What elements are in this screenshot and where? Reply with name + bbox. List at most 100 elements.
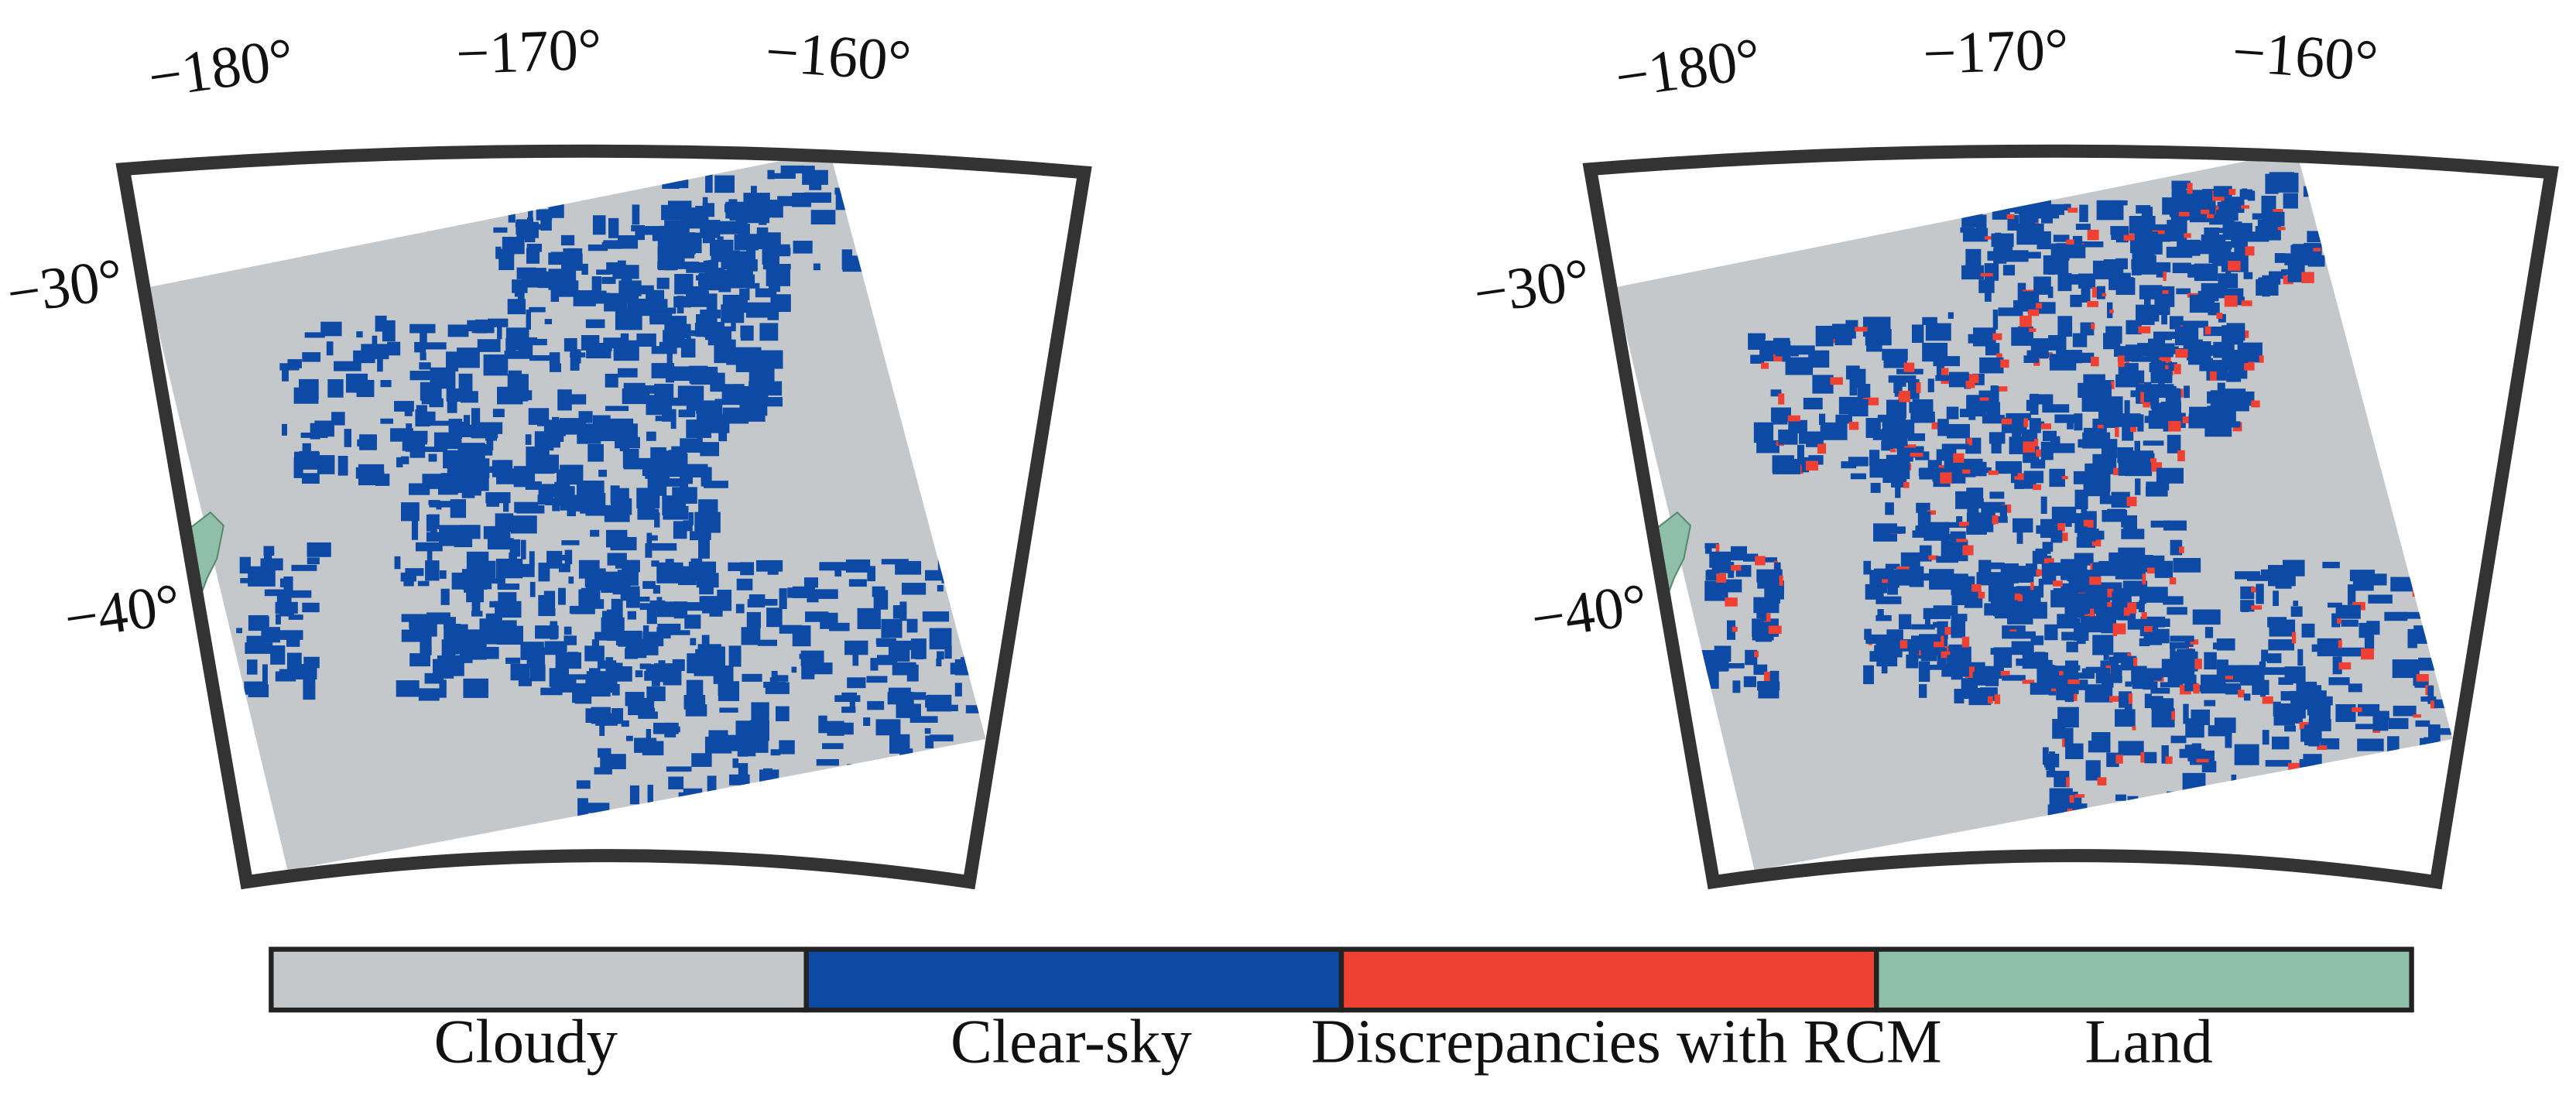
clear-sky-pixel	[651, 560, 659, 567]
clear-sky-pixel	[2357, 703, 2380, 717]
clear-sky-pixel	[809, 178, 822, 190]
clear-sky-pixel	[835, 193, 850, 210]
clear-sky-pixel	[922, 611, 950, 622]
discrepancy-pixel	[2115, 755, 2123, 764]
clear-sky-pixel	[845, 559, 871, 573]
legend-swatch	[1338, 946, 1879, 1013]
clear-sky-pixel	[2044, 659, 2053, 666]
clear-sky-pixel	[1933, 621, 1941, 628]
clear-sky-pixel	[2072, 235, 2083, 246]
clear-sky-pixel	[698, 539, 710, 559]
clear-sky-pixel	[2427, 560, 2451, 580]
discrepancy-pixel	[1773, 354, 1786, 362]
discrepancy-pixel	[2271, 795, 2276, 801]
clear-sky-pixel	[2122, 561, 2146, 580]
clear-sky-pixel	[1756, 440, 1780, 453]
clear-sky-pixel	[1993, 243, 2009, 252]
discrepancy-pixel	[2346, 765, 2352, 772]
clear-sky-pixel	[656, 277, 670, 289]
clear-sky-pixel	[2212, 248, 2232, 266]
clear-sky-pixel	[657, 246, 664, 265]
clear-sky-pixel	[260, 558, 283, 571]
clear-sky-pixel	[535, 625, 559, 639]
clear-sky-pixel	[282, 367, 289, 382]
clear-sky-pixel	[2144, 587, 2168, 603]
clear-sky-pixel	[669, 327, 684, 334]
clear-sky-pixel	[2126, 320, 2142, 335]
clear-sky-pixel	[945, 809, 973, 828]
clear-sky-pixel	[728, 353, 748, 362]
clear-sky-pixel	[2141, 207, 2153, 219]
clear-sky-pixel	[1753, 664, 1768, 675]
discrepancy-pixel	[2152, 230, 2165, 234]
map-frame	[115, 144, 1092, 890]
clear-sky-pixel	[2387, 736, 2400, 753]
clear-sky-pixel	[1896, 450, 1913, 462]
clear-sky-pixel	[1945, 522, 1968, 528]
clear-sky-pixel	[2248, 816, 2274, 829]
clear-sky-pixel	[896, 703, 921, 718]
clear-sky-pixel	[2065, 743, 2084, 759]
discrepancy-pixel	[2103, 588, 2114, 597]
clear-sky-pixel	[2225, 727, 2232, 748]
clear-sky-pixel	[2083, 477, 2110, 497]
clear-sky-pixel	[1896, 446, 1924, 452]
clear-sky-pixel	[756, 227, 769, 237]
clear-sky-pixel	[909, 716, 938, 724]
discrepancy-pixel	[2001, 418, 2012, 425]
clear-sky-pixel	[947, 788, 970, 806]
clear-sky-pixel	[738, 763, 748, 784]
clear-sky-pixel	[725, 258, 738, 264]
discrepancy-pixel	[2174, 364, 2181, 375]
clear-sky-pixel	[941, 559, 948, 574]
clear-sky-pixel	[718, 221, 744, 234]
clear-sky-pixel	[601, 276, 616, 284]
clear-sky-pixel	[538, 594, 554, 617]
clear-sky-pixel	[669, 803, 694, 817]
clear-sky-pixel	[2092, 418, 2102, 434]
clear-sky-pixel	[2134, 231, 2159, 248]
clear-sky-pixel	[841, 692, 858, 698]
clear-sky-pixel	[471, 408, 481, 426]
clear-sky-pixel	[665, 559, 674, 574]
clear-sky-pixel	[2156, 467, 2184, 484]
clear-sky-pixel	[1936, 362, 1945, 377]
clear-sky-pixel	[1884, 526, 1906, 534]
discrepancy-pixel	[2361, 649, 2375, 660]
clear-sky-pixel	[503, 388, 529, 402]
clear-sky-pixel	[2070, 294, 2082, 307]
clear-sky-pixel	[770, 247, 779, 260]
clear-sky-pixel	[688, 232, 696, 245]
clear-sky-pixel	[2213, 341, 2235, 358]
clear-sky-pixel	[552, 499, 560, 512]
clear-sky-pixel	[2392, 659, 2420, 679]
clear-sky-pixel	[2096, 286, 2105, 299]
discrepancy-pixel	[1754, 651, 1759, 658]
clear-sky-pixel	[419, 362, 431, 370]
clear-sky-pixel	[2127, 618, 2148, 630]
clear-sky-pixel	[2349, 570, 2376, 582]
clear-sky-pixel	[510, 663, 530, 681]
discrepancy-pixel	[2210, 371, 2217, 381]
clear-sky-pixel	[852, 650, 859, 666]
clear-sky-pixel	[2049, 468, 2065, 488]
discrepancy-pixel	[2187, 183, 2193, 194]
clear-sky-pixel	[372, 335, 378, 357]
discrepancy-pixel	[2193, 683, 2200, 694]
clear-sky-pixel	[623, 457, 652, 470]
clear-sky-pixel	[2032, 550, 2048, 564]
clear-sky-pixel	[908, 692, 927, 700]
clear-sky-pixel	[600, 754, 626, 769]
clear-sky-pixel	[2161, 385, 2177, 397]
clear-sky-pixel	[697, 644, 721, 659]
clear-sky-pixel	[857, 607, 881, 629]
clear-sky-pixel	[2017, 252, 2041, 259]
clear-sky-pixel	[627, 611, 637, 620]
clear-sky-pixel	[645, 543, 653, 558]
clear-sky-pixel	[743, 193, 770, 208]
clear-sky-pixel	[762, 800, 779, 812]
clear-sky-pixel	[618, 280, 642, 296]
clear-sky-pixel	[1978, 279, 1995, 293]
clear-sky-pixel	[409, 653, 431, 667]
clear-sky-pixel	[2014, 198, 2025, 214]
